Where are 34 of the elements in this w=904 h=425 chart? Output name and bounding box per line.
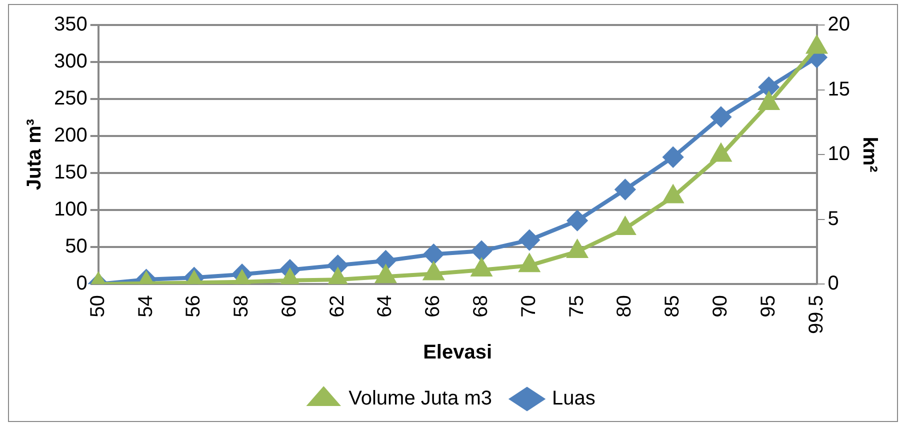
y2-tick-label: 15 [828,78,850,100]
x-tick-label: 99.5 [805,295,828,334]
y2-axis-title: km² [858,136,880,173]
x-axis-title: Elevasi [423,342,492,364]
x-tick-label: 66 [422,295,444,318]
x-tick-label: 80 [614,295,636,318]
x-tick-label: 90 [709,295,732,318]
x-tick-label: 62 [326,295,348,318]
y-tick-label: 100 [54,198,88,221]
x-tick-label: 50 [86,295,109,318]
y-tick-label: 200 [54,124,88,147]
x-tick-label: 85 [662,295,684,318]
legend-label: Luas [552,388,596,410]
x-tick-label: 95 [757,295,780,318]
y2-tick-label: 5 [828,208,839,230]
y-tick-label: 50 [65,236,88,258]
x-tick-label: 70 [518,295,540,318]
y2-tick-label: 10 [828,143,850,166]
x-tick-label: 64 [374,295,396,318]
x-tick-label: 56 [182,295,205,318]
x-tick-label: 60 [278,295,300,318]
y-axis-title: Juta m³ [24,118,46,190]
y-tick-label: 350 [54,14,88,36]
y-tick-label: 250 [54,88,88,110]
x-tick-label: 58 [230,295,253,318]
y-tick-label: 300 [54,50,88,73]
x-tick-label: 75 [566,295,588,318]
y-tick-label: 0 [76,272,88,295]
x-tick-label: 54 [134,295,157,318]
x-tick-label: 68 [470,295,492,318]
y2-tick-label: 20 [828,14,850,36]
legend-label: Volume Juta m3 [348,388,492,410]
y-tick-label: 150 [54,162,88,184]
y2-tick-label: 0 [828,272,839,295]
